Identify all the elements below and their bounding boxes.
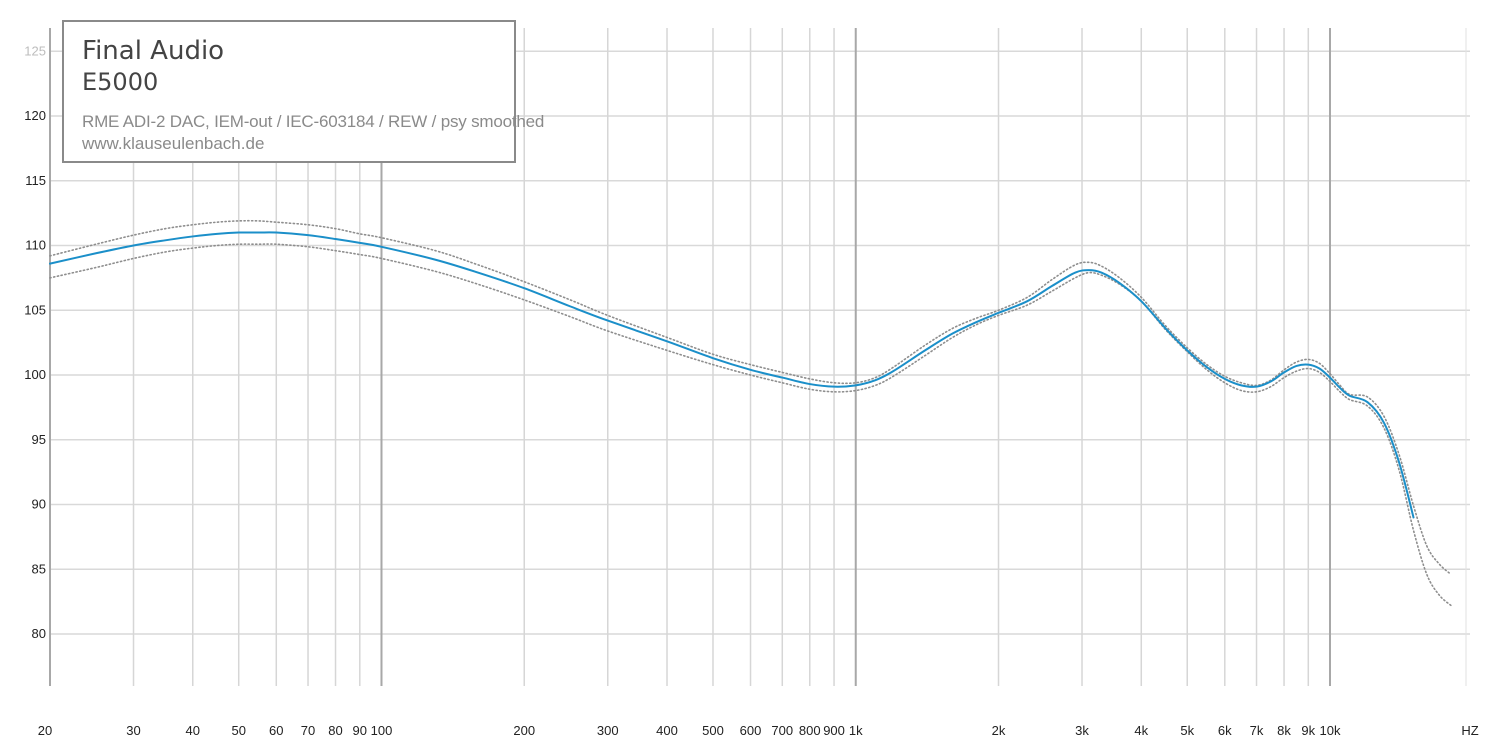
y-tick-label: 105 [24, 302, 46, 317]
x-tick-label: 500 [702, 723, 724, 738]
x-tick-label: 40 [186, 723, 200, 738]
x-tick-label: 3k [1075, 723, 1089, 738]
x-tick-label: 800 [799, 723, 821, 738]
legend-model: E5000 [82, 68, 159, 96]
x-tick-label: 20 [38, 723, 52, 738]
x-axis-ticks: 20 30 40 50 60 70 80 90 100 200 300 400 500 600 700 800… [38, 723, 1479, 738]
x-tick-label: 600 [740, 723, 762, 738]
legend-website: www.klauseulenbach.de [82, 134, 265, 153]
y-tick-label: 90 [32, 497, 46, 512]
chart-series [49, 219, 1452, 607]
x-tick-label: 7k [1250, 723, 1264, 738]
y-tick-label: 85 [32, 561, 46, 576]
y-tick-label: 95 [32, 432, 46, 447]
x-tick-label: 2k [992, 723, 1006, 738]
legend-brand: Final Audio [82, 36, 225, 66]
x-tick-label: 10k [1320, 723, 1341, 738]
x-tick-label: 400 [656, 723, 678, 738]
y-tick-label: 80 [32, 626, 46, 641]
chart-legend-box: Final Audio E5000 RME ADI-2 DAC, IEM-out… [62, 20, 544, 163]
x-tick-label: 1k [849, 723, 863, 738]
x-tick-label: 60 [269, 723, 283, 738]
x-tick-label: 80 [328, 723, 342, 738]
y-tick-label: 110 [25, 238, 46, 253]
x-tick-label: 9k [1301, 723, 1315, 738]
x-tick-label: 5k [1180, 723, 1194, 738]
x-tick-label: 900 [823, 723, 845, 738]
series-line-channel-upper [49, 219, 1452, 576]
x-tick-label: 4k [1134, 723, 1148, 738]
x-tick-label: 70 [301, 723, 315, 738]
y-tick-label: 115 [25, 173, 46, 188]
legend-measurement-info: RME ADI-2 DAC, IEM-out / IEC-603184 / RE… [82, 112, 545, 131]
x-tick-label: 6k [1218, 723, 1232, 738]
x-tick-label: 30 [126, 723, 140, 738]
y-tick-label: 120 [24, 108, 46, 123]
x-tick-label: 300 [597, 723, 619, 738]
x-axis-unit-label: HZ [1461, 723, 1478, 738]
x-tick-label: 200 [513, 723, 535, 738]
x-tick-label: 8k [1277, 723, 1291, 738]
x-tick-label: 100 [371, 723, 393, 738]
x-tick-label: 50 [231, 723, 245, 738]
y-axis-ticks: 80 85 90 95 100 105 110 115 120 125 [24, 43, 46, 641]
y-tick-label: 100 [24, 367, 46, 382]
series-line-average [49, 231, 1415, 519]
x-tick-label: 90 [353, 723, 367, 738]
x-tick-label: 700 [771, 723, 793, 738]
series-line-channel-lower [49, 243, 1452, 607]
y-tick-label: 125 [24, 43, 46, 58]
